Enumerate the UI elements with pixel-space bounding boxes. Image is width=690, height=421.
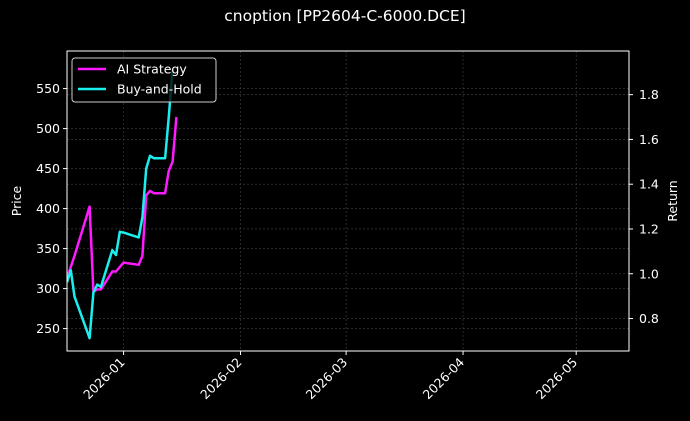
right-tick-label: 1.0 (639, 266, 659, 281)
x-tick-label: 2026-02 (197, 355, 245, 403)
right-tick-label: 1.8 (639, 87, 659, 102)
right-tick-label: 1.2 (639, 221, 659, 236)
left-tick-label: 250 (36, 321, 60, 336)
legend: AI Strategy Buy-and-Hold (71, 57, 217, 103)
buy-and-hold-line (67, 68, 174, 340)
x-tick-label: 2026-05 (533, 355, 581, 403)
left-tick-label: 550 (36, 81, 60, 96)
right-tick-label: 1.6 (639, 132, 659, 147)
x-tick-label: 2026-03 (303, 355, 351, 403)
left-tick-label: 400 (36, 201, 60, 216)
plot-frame (66, 50, 630, 352)
left-axis-label: Price (9, 185, 24, 216)
right-tick-label: 0.8 (639, 311, 659, 326)
legend-label: Buy-and-Hold (117, 82, 202, 97)
left-tick-label: 300 (36, 281, 60, 296)
ai-strategy-line (67, 116, 178, 293)
right-axis-label: Return (665, 180, 680, 221)
right-tick-label: 1.4 (639, 177, 659, 192)
legend-label: AI Strategy (117, 62, 187, 77)
x-tick-label: 2026-01 (80, 355, 128, 403)
x-tick-label: 2026-04 (420, 354, 468, 402)
chart-title: cnoption [PP2604-C-6000.DCE] (224, 7, 466, 25)
left-tick-label: 500 (36, 121, 60, 136)
left-tick-label: 450 (36, 161, 60, 176)
left-tick-label: 350 (36, 241, 60, 256)
